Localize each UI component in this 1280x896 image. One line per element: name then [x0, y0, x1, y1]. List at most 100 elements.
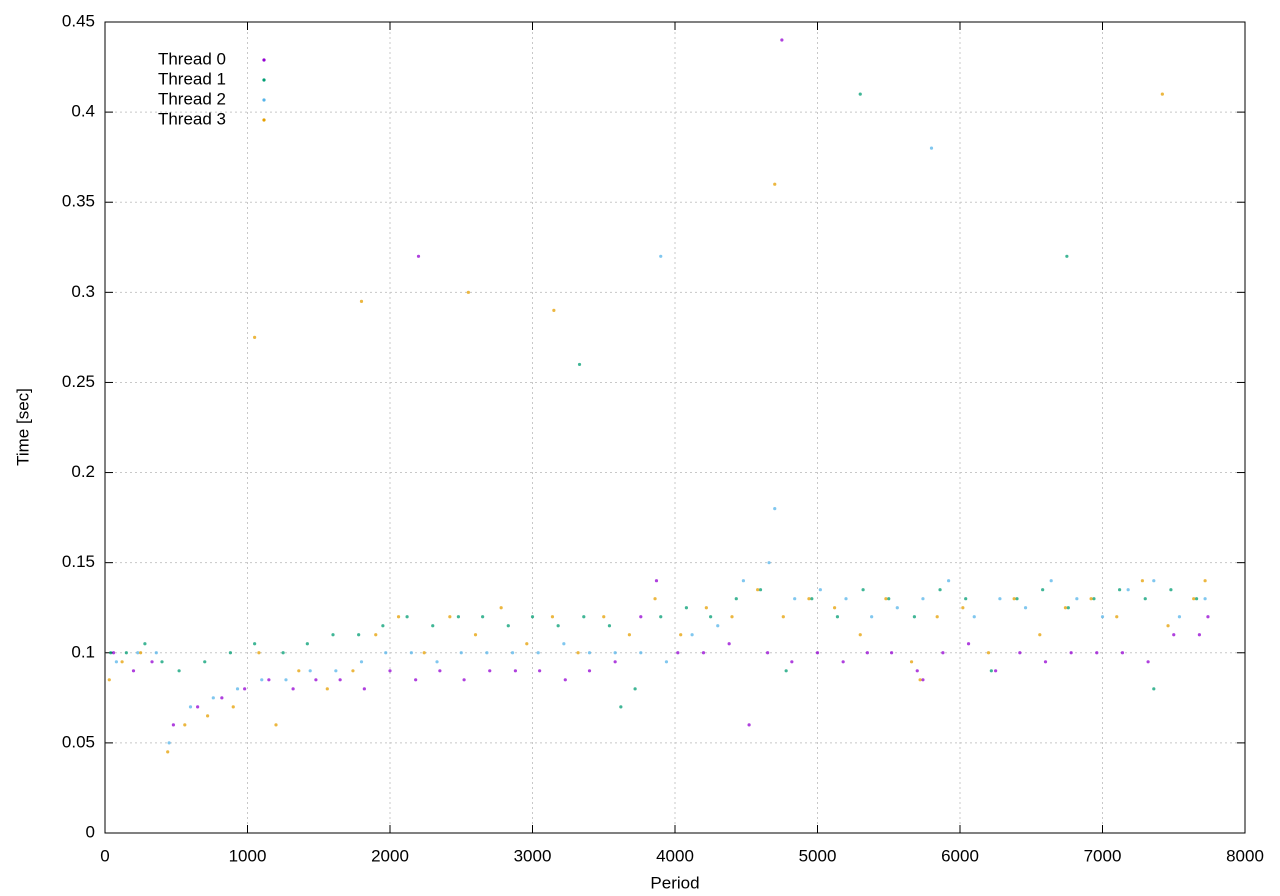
legend-marker	[262, 118, 266, 122]
point	[734, 597, 738, 601]
point	[281, 651, 285, 655]
point	[305, 642, 309, 646]
point	[111, 651, 116, 655]
point	[972, 615, 976, 619]
y-tick-label: 0.3	[71, 282, 95, 301]
x-tick-label: 5000	[799, 846, 837, 865]
point	[895, 606, 899, 610]
point	[435, 660, 439, 664]
point	[431, 624, 435, 628]
x-tick-label: 3000	[514, 846, 552, 865]
y-tick-label: 0	[86, 822, 95, 841]
point	[1140, 579, 1144, 583]
point	[462, 678, 466, 682]
point	[257, 651, 261, 655]
y-tick-label: 0.05	[62, 732, 95, 751]
point	[602, 615, 606, 619]
legend-marker	[262, 78, 266, 82]
point	[143, 642, 147, 646]
point	[966, 642, 971, 646]
legend-label: Thread 2	[158, 89, 226, 108]
point	[485, 651, 489, 655]
y-tick-label: 0.2	[71, 462, 95, 481]
point	[758, 588, 763, 592]
point	[211, 696, 215, 700]
point	[961, 606, 965, 610]
point	[1152, 579, 1156, 583]
point	[267, 678, 271, 682]
point	[1203, 597, 1207, 601]
point	[297, 669, 301, 673]
point	[284, 678, 288, 682]
point	[235, 687, 240, 691]
point	[183, 723, 187, 727]
point	[388, 669, 392, 673]
point	[325, 687, 329, 691]
point	[131, 669, 136, 673]
point	[929, 146, 934, 150]
point	[858, 633, 862, 637]
point	[780, 38, 784, 42]
point	[481, 615, 485, 619]
point	[858, 92, 862, 96]
point	[166, 750, 170, 754]
point	[1092, 597, 1096, 601]
point	[120, 660, 124, 664]
point	[536, 651, 540, 655]
point	[359, 660, 364, 664]
point	[921, 597, 925, 601]
point	[416, 254, 421, 258]
point	[887, 597, 891, 601]
point	[747, 723, 751, 727]
point	[253, 335, 257, 339]
point	[308, 669, 312, 673]
point	[915, 669, 919, 673]
point	[1172, 633, 1176, 637]
point	[841, 660, 845, 664]
point	[228, 651, 232, 655]
point	[124, 651, 128, 655]
point	[582, 615, 586, 619]
point	[909, 660, 914, 664]
point	[253, 642, 257, 646]
point	[701, 651, 706, 655]
y-axis-label: Time [sec]	[13, 388, 32, 466]
point	[810, 597, 814, 601]
point	[676, 651, 680, 655]
point	[362, 687, 366, 691]
point	[231, 705, 235, 709]
point	[613, 651, 617, 655]
point	[1069, 651, 1073, 655]
point	[773, 507, 777, 511]
point	[704, 606, 708, 610]
point	[587, 651, 592, 655]
point	[664, 660, 669, 664]
point	[835, 615, 840, 619]
point	[513, 669, 518, 673]
point	[1118, 588, 1122, 592]
point	[438, 669, 442, 673]
point	[659, 615, 663, 619]
x-tick-label: 2000	[371, 846, 409, 865]
point	[1166, 624, 1170, 628]
point	[844, 597, 848, 601]
y-tick-label: 0.35	[62, 192, 95, 211]
point	[1146, 660, 1150, 664]
point	[114, 660, 118, 664]
point	[188, 705, 193, 709]
point	[1041, 588, 1045, 592]
point	[1018, 651, 1022, 655]
point	[1089, 597, 1093, 601]
point	[633, 687, 637, 691]
point	[1206, 615, 1210, 619]
point	[562, 642, 566, 646]
point	[1143, 597, 1147, 601]
point	[314, 678, 318, 682]
point	[818, 588, 822, 592]
x-tick-label: 4000	[656, 846, 694, 865]
point	[918, 678, 922, 682]
point	[619, 705, 623, 709]
point	[989, 669, 993, 673]
x-tick-label: 7000	[1084, 846, 1122, 865]
point	[357, 633, 361, 637]
